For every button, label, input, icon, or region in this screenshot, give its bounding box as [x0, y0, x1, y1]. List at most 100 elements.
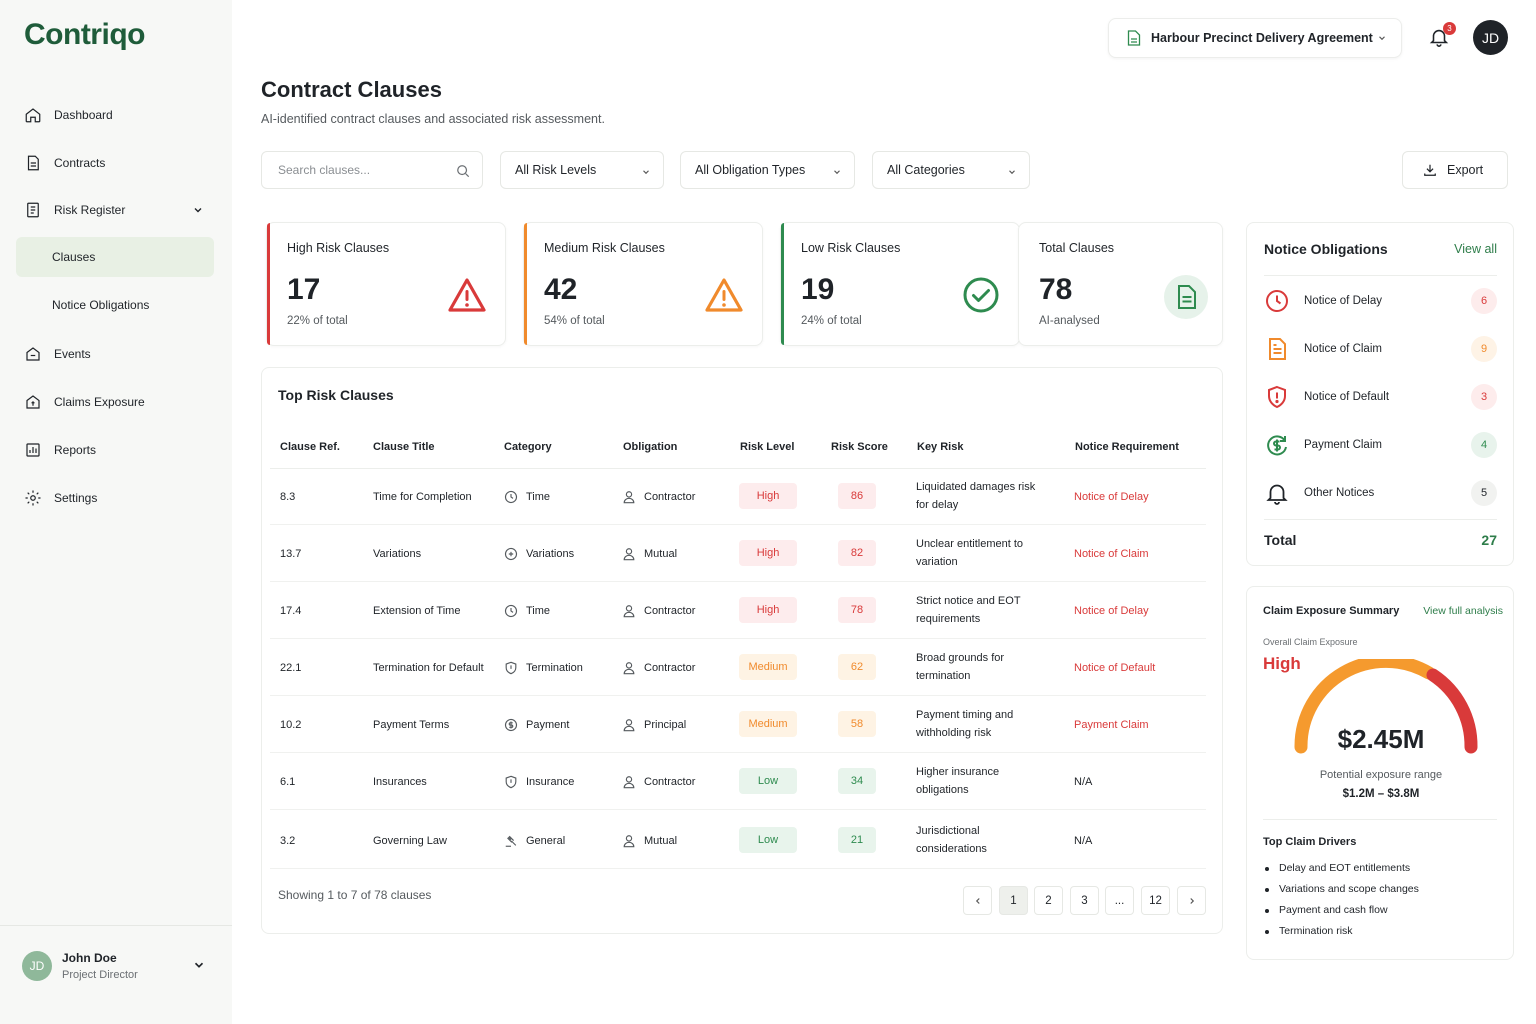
sidebar-item-clauses[interactable]: Clauses: [16, 237, 214, 277]
notice-requirement[interactable]: Notice of Delay: [1074, 490, 1149, 503]
stat-label: Total Clauses: [1039, 241, 1115, 255]
search-icon[interactable]: [456, 164, 470, 178]
gear-icon: [24, 489, 42, 507]
category-select[interactable]: All Categories: [872, 151, 1030, 189]
risk-score-badge: 62: [838, 654, 876, 680]
obligation-type-select[interactable]: All Obligation Types: [680, 151, 855, 189]
sidebar-item-dashboard[interactable]: Dashboard: [16, 95, 214, 135]
chevron-down-icon[interactable]: [192, 958, 206, 972]
risk-level-select[interactable]: All Risk Levels: [500, 151, 664, 189]
notice-item-other[interactable]: Other Notices 5: [1264, 469, 1497, 517]
key-risk: Higher insurance obligations: [916, 766, 1000, 796]
notice-item-delay[interactable]: Notice of Delay 6: [1264, 277, 1497, 325]
bell-icon: [1264, 480, 1290, 506]
claims-icon: [24, 393, 42, 411]
export-button[interactable]: Export: [1402, 151, 1508, 189]
column-header[interactable]: Risk Level: [740, 441, 795, 453]
obligation-label: Contractor: [644, 775, 696, 788]
key-risk: Unclear entitlement to variation: [916, 538, 1023, 568]
column-header[interactable]: Key Risk: [917, 441, 964, 453]
notice-requirement: N/A: [1074, 834, 1093, 847]
pagination-prev-button[interactable]: [963, 886, 992, 915]
user-icon: [622, 604, 636, 618]
table-row[interactable]: 10.2 Payment Terms Payment Principal Medium 5…: [270, 696, 1206, 753]
notice-requirement[interactable]: Payment Claim: [1074, 718, 1149, 731]
sidebar-divider: [0, 925, 232, 926]
stat-card-high[interactable]: High Risk Clauses 17 22% of total: [266, 222, 506, 346]
pagination-page-button[interactable]: 12: [1141, 886, 1170, 915]
sidebar-item-contracts[interactable]: Contracts: [16, 143, 214, 183]
bell-icon[interactable]: [1428, 26, 1450, 48]
notice-item-default[interactable]: Notice of Default 3: [1264, 373, 1497, 421]
notice-item-claim[interactable]: Notice of Claim 9: [1264, 325, 1497, 373]
gavel-icon: [504, 834, 518, 848]
notification-badge: 3: [1443, 22, 1456, 35]
clause-title: Termination for Default: [373, 661, 484, 674]
risk-score-badge: 34: [838, 768, 876, 794]
obligation-type-value: All Obligation Types: [695, 163, 806, 177]
column-header[interactable]: Category: [504, 441, 552, 453]
divider: [1264, 519, 1497, 520]
view-all-link[interactable]: View all: [1454, 242, 1497, 256]
clause-ref: 8.3: [280, 490, 296, 503]
column-header[interactable]: Obligation: [623, 441, 678, 453]
sidebar-item-settings[interactable]: Settings: [16, 478, 214, 518]
clause-ref: 10.2: [280, 718, 302, 731]
stat-sub: 22% of total: [287, 315, 348, 327]
clause-category: Insurance: [504, 753, 574, 810]
column-header[interactable]: Clause Ref.: [280, 441, 340, 453]
notice-requirement[interactable]: Notice of Claim: [1074, 547, 1149, 560]
sidebar-item-label: Risk Register: [54, 203, 126, 217]
exposure-range: $1.2M – $3.8M: [1342, 788, 1420, 800]
column-header[interactable]: Clause Title: [373, 441, 435, 453]
sidebar-item-label: Events: [54, 347, 91, 361]
pagination-next-button[interactable]: [1177, 886, 1206, 915]
column-header[interactable]: Notice Requirement: [1075, 441, 1179, 453]
table-row[interactable]: 6.1 Insurances Insurance Contractor Low 34 Hig…: [270, 753, 1206, 810]
sidebar-item-label: Clauses: [52, 250, 96, 264]
risk-level-badge: Low: [739, 827, 797, 853]
home-icon: [24, 106, 42, 124]
view-analysis-link[interactable]: View full analysis: [1423, 605, 1503, 617]
table-row[interactable]: 8.3 Time for Completion Time Contractor High…: [270, 468, 1206, 525]
table-row[interactable]: 17.4 Extension of Time Time Contractor High 7…: [270, 582, 1206, 639]
clause-category: Variations: [504, 525, 574, 582]
contract-selector[interactable]: Harbour Precinct Delivery Agreement: [1108, 18, 1402, 58]
obligation-label: Mutual: [644, 834, 678, 847]
reports-icon: [24, 441, 42, 459]
sidebar-item-label: Claims Exposure: [54, 395, 145, 409]
events-icon: [24, 345, 42, 363]
search-box: [261, 151, 483, 189]
key-risk: Strict notice and EOT requirements: [916, 595, 1021, 625]
table-row[interactable]: 3.2 Governing Law General Mutual Low 21 Jurisd…: [270, 812, 1206, 869]
clause-ref: 17.4: [280, 604, 302, 617]
notice-requirement[interactable]: Notice of Delay: [1074, 604, 1149, 617]
chevron-down-icon: [832, 166, 842, 176]
stat-card-medium[interactable]: Medium Risk Clauses 42 54% of total: [523, 222, 763, 346]
stat-card-total[interactable]: Total Clauses 78 AI-analysed: [1018, 222, 1223, 346]
search-input[interactable]: [278, 163, 448, 177]
stat-card-low[interactable]: Low Risk Clauses 19 24% of total: [780, 222, 1020, 346]
table-row[interactable]: 22.1 Termination for Default Termination Co…: [270, 639, 1206, 696]
risk-score-badge: 86: [838, 483, 876, 509]
avatar[interactable]: JD: [22, 951, 52, 981]
avatar[interactable]: JD: [1473, 20, 1508, 55]
pagination-page-button[interactable]: 3: [1070, 886, 1099, 915]
notice-item-payment[interactable]: Payment Claim 4: [1264, 421, 1497, 469]
pagination-page-button[interactable]: 2: [1034, 886, 1063, 915]
user-icon: [622, 775, 636, 789]
sidebar-item-risk-register[interactable]: Risk Register: [16, 190, 214, 230]
pagination-page-button[interactable]: 1: [999, 886, 1028, 915]
sidebar-item-events[interactable]: Events: [16, 334, 214, 374]
app-logo[interactable]: Contriqo: [24, 18, 145, 51]
column-header[interactable]: Risk Score: [831, 441, 888, 453]
sidebar-item-claims-exposure[interactable]: Claims Exposure: [16, 382, 214, 422]
sidebar-item-notice-obligations[interactable]: Notice Obligations: [16, 285, 214, 325]
sidebar-item-reports[interactable]: Reports: [16, 430, 214, 470]
document-icon: [1264, 336, 1290, 362]
notice-requirement[interactable]: Notice of Default: [1074, 661, 1156, 674]
table-row[interactable]: 13.7 Variations Variations Mutual High 82 Uncl…: [270, 525, 1206, 582]
card-title: Claim Exposure Summary: [1263, 605, 1400, 617]
stat-label: High Risk Clauses: [287, 241, 390, 255]
user-icon: [622, 834, 636, 848]
